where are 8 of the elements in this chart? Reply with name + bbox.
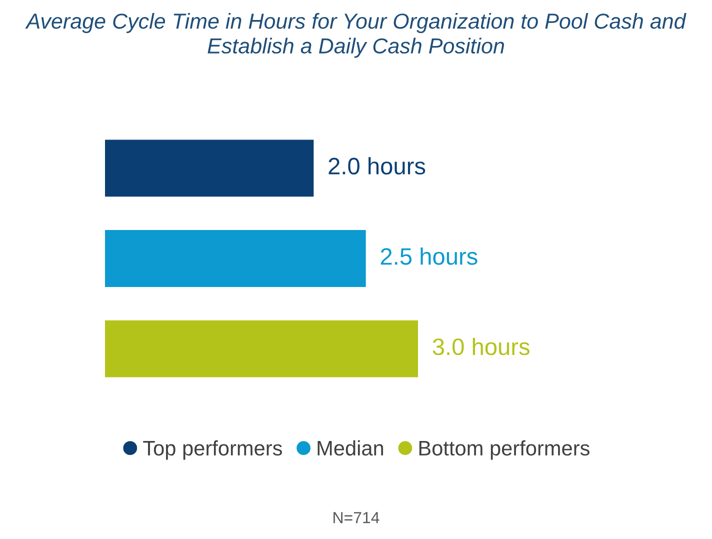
data-label: 2.0 hours xyxy=(328,157,426,175)
data-label: 3.0 hours xyxy=(432,338,530,356)
text: N=714 xyxy=(334,512,380,524)
data-label: 2.5 hours xyxy=(380,247,478,265)
legend-label: Median xyxy=(318,440,384,456)
chart-title: Average Cycle Time in Hours for Your Organization to Pool Cash and Establish a Daily Cash Position xyxy=(25,13,686,58)
legend-label: Bottom performers xyxy=(419,440,590,460)
legend-label: Top performers xyxy=(143,440,282,460)
